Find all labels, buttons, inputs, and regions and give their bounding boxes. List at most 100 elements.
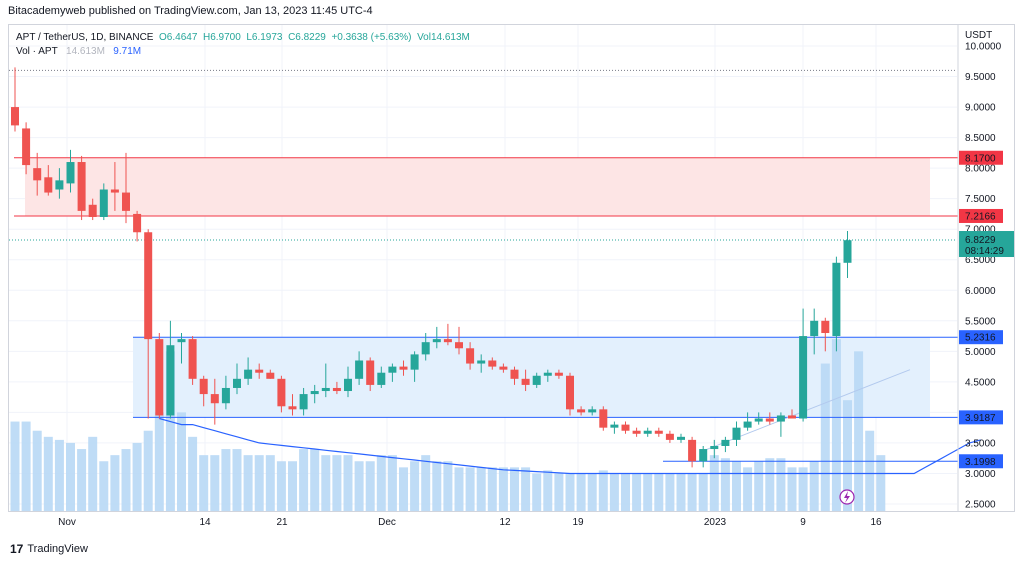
volume-bar — [676, 473, 686, 511]
candle-body — [699, 449, 708, 462]
candle-body — [33, 168, 42, 181]
volume-bar — [798, 467, 808, 511]
volume-bar — [598, 470, 608, 511]
range-zone — [133, 337, 930, 418]
volume-bar — [121, 449, 131, 511]
level-price-label: 8.1700 — [965, 153, 996, 164]
candle-body — [399, 366, 408, 370]
volume-bar — [66, 442, 75, 511]
candle-body — [599, 409, 608, 428]
candle-body — [588, 409, 597, 413]
candle-body — [643, 430, 652, 434]
x-tick-label: 19 — [572, 517, 584, 528]
y-tick-label: 7.0000 — [965, 225, 996, 236]
candle-body — [110, 189, 119, 193]
volume-bar — [132, 442, 142, 511]
volume-bar — [243, 455, 253, 511]
y-tick-label: 6.5000 — [965, 255, 996, 266]
candle-body — [377, 372, 386, 385]
y-tick-label: 3.0000 — [965, 469, 996, 480]
volume-bar — [843, 400, 852, 511]
volume-bar — [177, 412, 186, 511]
volume-ma-line — [159, 417, 981, 475]
lightning-bolt-icon — [844, 491, 850, 503]
candle-body — [432, 339, 441, 343]
volume-bar — [110, 455, 120, 511]
candle-body — [299, 394, 308, 410]
candle-body — [721, 439, 730, 446]
candle-body — [166, 345, 175, 416]
chart-legend: APT / TetherUS, 1D, BINANCE O6.4647 H6.9… — [16, 31, 470, 59]
volume-bar — [99, 461, 109, 511]
candle-body — [66, 162, 75, 184]
candle-body — [455, 342, 463, 349]
volume-bar — [432, 461, 442, 511]
level-price-tag — [959, 208, 1003, 223]
y-tick-label: 9.0000 — [965, 103, 996, 114]
candle-body — [144, 232, 153, 340]
volume-bar — [754, 461, 764, 511]
y-tick-label: 5.0000 — [965, 347, 996, 358]
level-price-tag — [959, 454, 1003, 469]
legend-open: O6.4647 — [159, 32, 198, 43]
candle-body — [521, 378, 530, 385]
volume-bar — [332, 455, 342, 511]
volume-bar — [10, 421, 20, 511]
candle-body — [554, 372, 563, 376]
legend-symbol[interactable]: APT / TetherUS, 1D, BINANCE — [16, 32, 154, 43]
volume-bar — [510, 467, 519, 511]
volume-bar — [476, 467, 486, 511]
candle-body — [410, 354, 419, 370]
candle-body — [443, 339, 452, 343]
candle-body — [776, 415, 785, 422]
legend-high: H6.9700 — [202, 32, 241, 43]
candle-body — [843, 240, 852, 263]
volume-bar — [609, 473, 619, 511]
volume-bar — [199, 455, 209, 511]
volume-bar — [554, 473, 564, 511]
volume-bar — [720, 458, 730, 511]
level-price-tag — [959, 150, 1003, 165]
candle-body — [221, 387, 230, 404]
candle-body — [665, 433, 674, 440]
y-tick-label: 5.5000 — [965, 316, 996, 327]
candle-body — [632, 430, 641, 434]
candle-body — [199, 378, 208, 395]
tradingview-brand: TradingView — [27, 543, 88, 555]
volume-bar — [210, 455, 220, 511]
tradingview-logo[interactable]: 17 TradingView — [10, 542, 88, 556]
legend-vol-value: 14.613M — [66, 46, 105, 57]
volume-bar — [232, 449, 242, 511]
candle-body — [421, 342, 430, 355]
candle-body — [832, 262, 841, 337]
volume-bar — [165, 351, 175, 511]
volume-bar — [865, 430, 875, 511]
volume-bar — [299, 449, 309, 511]
volume-bar — [532, 473, 542, 511]
volume-bar — [732, 461, 741, 511]
candle-body — [310, 391, 319, 395]
volume-bar — [421, 455, 431, 511]
legend-vol-label[interactable]: Vol · APT — [16, 46, 58, 57]
candle-body — [621, 424, 630, 431]
volume-bar — [687, 473, 697, 511]
volume-bar — [88, 436, 98, 511]
level-price-label: 3.1998 — [965, 457, 996, 468]
x-tick-label: 14 — [199, 517, 211, 528]
volume-bar — [643, 473, 653, 511]
candle-body — [177, 339, 186, 343]
y-tick-label: 6.0000 — [965, 286, 996, 297]
candle-body — [466, 348, 475, 364]
candle-body — [366, 360, 375, 385]
candle-body — [11, 107, 19, 126]
legend-change: +0.3638 (+5.63%) — [331, 32, 412, 43]
volume-bar — [498, 467, 508, 511]
x-tick-label: 2023 — [704, 517, 727, 528]
candle-body — [255, 369, 264, 373]
chart-frame — [8, 24, 1015, 512]
volume-bar — [21, 421, 31, 511]
volume-bar — [876, 455, 886, 511]
volume-bar — [854, 351, 864, 511]
level-price-label: 3.9187 — [965, 413, 996, 424]
